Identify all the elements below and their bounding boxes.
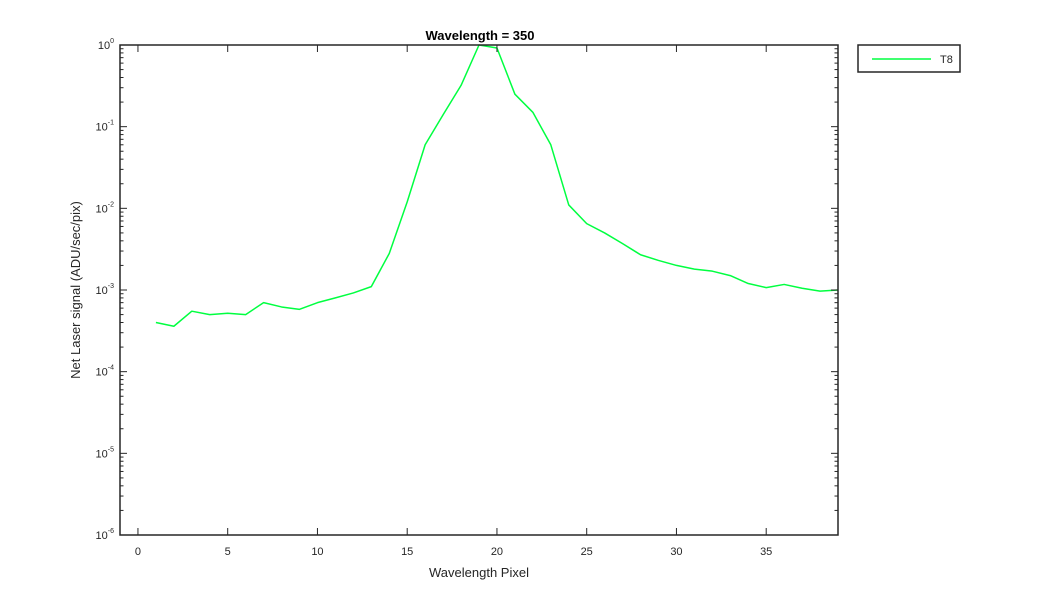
- y-tick-label: 10-3: [96, 283, 115, 297]
- y-tick-label: 10-5: [96, 446, 115, 460]
- y-tick-label: 10-6: [96, 528, 115, 542]
- legend: T8: [857, 44, 961, 73]
- chart-title: Wavelength = 350: [426, 28, 535, 43]
- legend-label-t8: T8: [940, 54, 953, 66]
- y-tick-label: 10-2: [96, 201, 115, 215]
- x-tick-label: 25: [581, 546, 593, 558]
- y-tick-label: 100: [98, 38, 114, 52]
- x-tick-label: 10: [311, 546, 323, 558]
- y-axis-label: Net Laser signal (ADU/sec/pix): [68, 201, 83, 379]
- plot-area: 0 5 10 15 20 25 30 35 10-6 10-5 10-4 10-3 10-2 10-1 10…: [96, 38, 839, 558]
- x-tick-label: 20: [491, 546, 503, 558]
- x-tick-label: 30: [670, 546, 682, 558]
- x-tick-label: 15: [401, 546, 413, 558]
- x-axis-label: Wavelength Pixel: [429, 565, 529, 580]
- y-tick-label: 10-4: [96, 365, 115, 379]
- ticks-layer: 0 5 10 15 20 25 30 35 10-6 10-5 10-4 10-3 10-2 10-1 10…: [96, 38, 838, 558]
- x-tick-label: 35: [760, 546, 772, 558]
- y-tick-label: 10-1: [96, 120, 115, 134]
- x-tick-label: 0: [135, 546, 141, 558]
- plot-background: [120, 45, 838, 535]
- x-tick-label: 5: [225, 546, 231, 558]
